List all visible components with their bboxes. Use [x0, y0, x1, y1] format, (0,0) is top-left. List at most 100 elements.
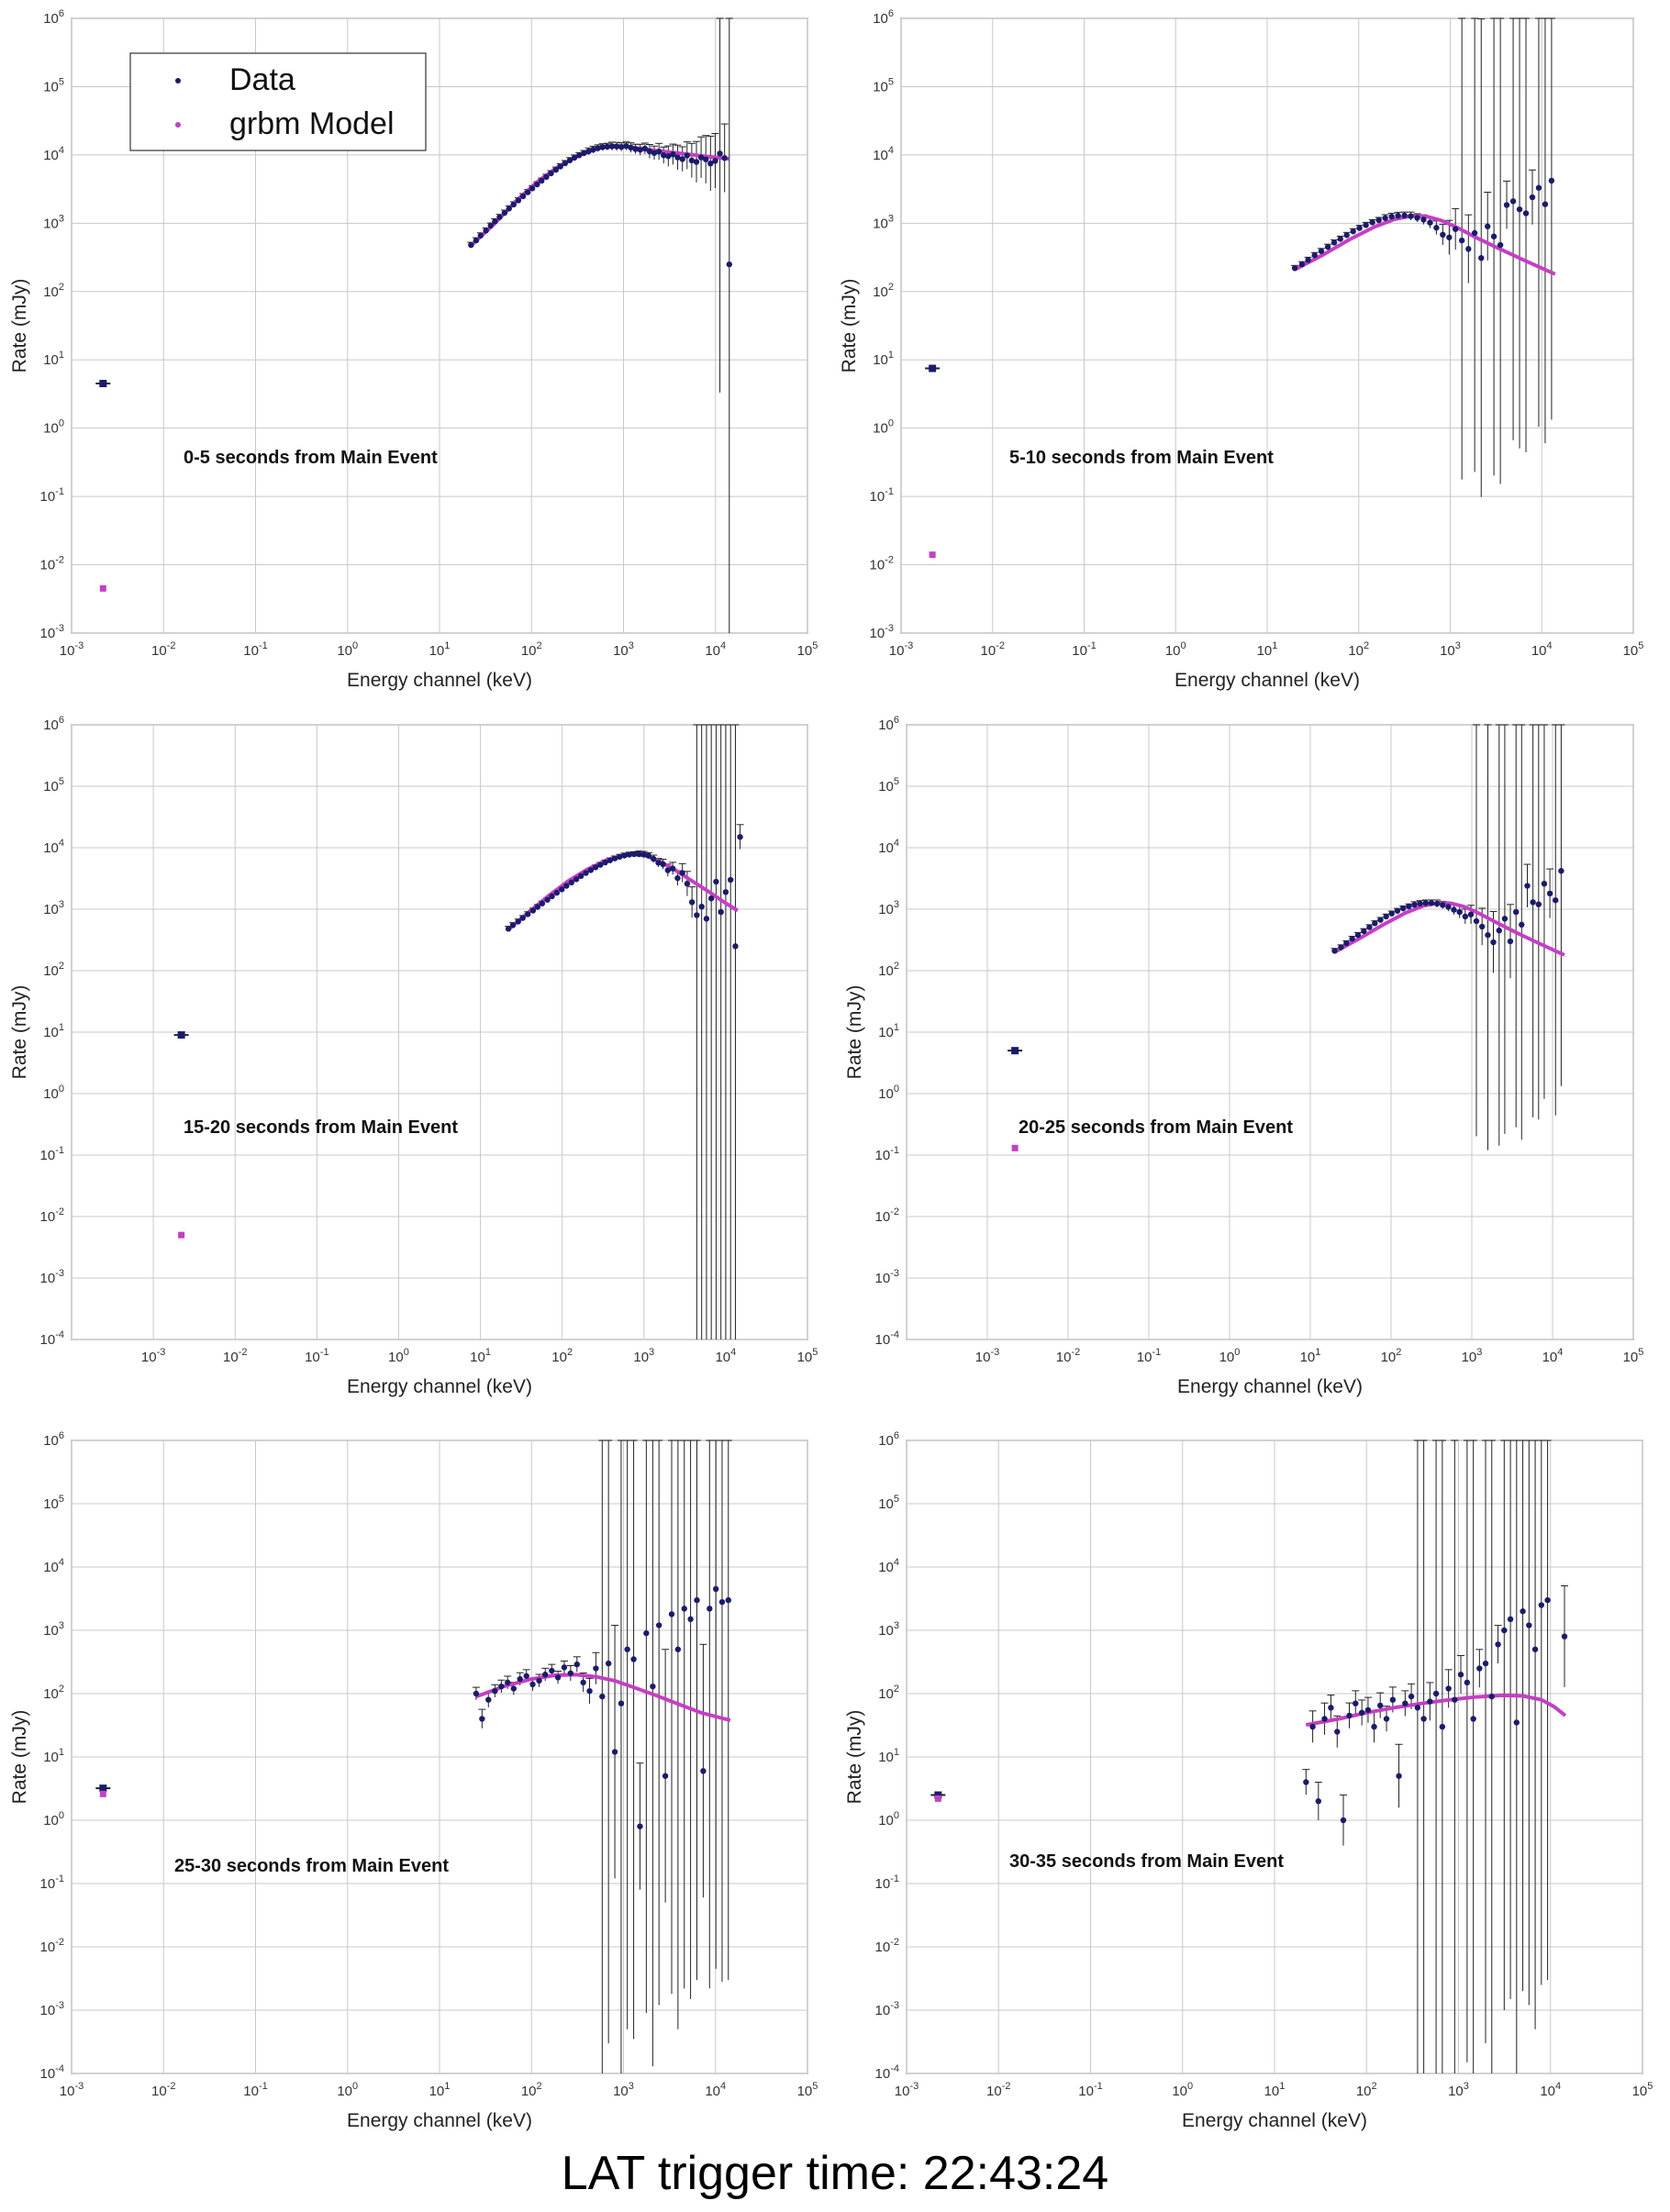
panel-title: 5-10 seconds from Main Event — [1009, 448, 1274, 468]
data-point — [519, 915, 526, 921]
panel-title: 30-35 seconds from Main Event — [1009, 1851, 1284, 1872]
y-axis-label: Rate (mJy) — [9, 279, 30, 373]
data-point — [1432, 1690, 1440, 1697]
data-point — [496, 214, 503, 220]
data-point — [718, 908, 724, 916]
isolated-data-point — [934, 1791, 942, 1799]
x-tick-label: 105 — [1623, 1347, 1644, 1365]
data-point — [571, 154, 578, 161]
data-point — [539, 177, 545, 184]
data-point — [1353, 1700, 1359, 1706]
data-point — [1467, 911, 1475, 917]
data-point — [694, 1596, 700, 1604]
data-point — [617, 853, 623, 861]
data-point — [1519, 921, 1525, 928]
data-point — [694, 912, 700, 918]
y-tick-label: 105 — [43, 1494, 64, 1512]
data-point — [1343, 232, 1350, 239]
y-tick-label: 104 — [43, 838, 64, 856]
data-point — [646, 148, 653, 155]
data-point — [700, 1768, 707, 1774]
data-point — [1470, 1716, 1476, 1722]
data-point — [661, 152, 667, 159]
y-axis-label: Rate (mJy) — [9, 985, 30, 1080]
data-point — [725, 1596, 731, 1604]
panel-0-5s: 10-3 10-2 10-1 100 101 102 103 104 105 10-3 10-2 10… — [9, 8, 818, 691]
legend-data-label: Data — [229, 62, 295, 97]
data-point — [1366, 924, 1373, 930]
data-point — [717, 150, 723, 157]
isolated-model-point — [178, 1231, 185, 1239]
x-tick-label: 100 — [337, 2081, 358, 2099]
x-tick-label: 10-3 — [60, 640, 84, 659]
y-tick-label: 10-1 — [875, 1145, 899, 1163]
y-tick-label: 10-1 — [40, 1873, 64, 1892]
data-point — [1303, 1779, 1309, 1785]
data-point — [487, 222, 494, 229]
data-point — [1458, 237, 1465, 244]
data-point — [492, 1687, 498, 1695]
data-point — [1490, 233, 1497, 239]
data-point — [1546, 890, 1553, 897]
x-tick-label: 102 — [1381, 1347, 1402, 1365]
data-point — [1516, 206, 1523, 213]
y-tick-label: 104 — [878, 838, 899, 856]
y-tick-label: 104 — [43, 145, 64, 163]
data-point — [529, 907, 537, 914]
data-point — [1548, 177, 1555, 184]
data-point — [1544, 1596, 1551, 1604]
data-point — [1417, 900, 1423, 907]
data-point — [703, 156, 709, 162]
data-point — [688, 157, 696, 164]
data-point — [607, 857, 614, 863]
model-line — [1294, 214, 1556, 276]
x-tick-label: 10-2 — [223, 1347, 247, 1365]
data-point — [1526, 1622, 1532, 1628]
data-point — [544, 896, 551, 903]
y-tick-label: 10-3 — [40, 1268, 64, 1286]
x-tick-label: 10-2 — [981, 640, 1005, 659]
data-point — [1396, 1773, 1402, 1779]
data-point — [662, 1773, 669, 1779]
y-tick-label: 102 — [878, 961, 899, 979]
data-point — [674, 154, 681, 161]
y-tick-label: 10-3 — [875, 1268, 899, 1286]
data-point — [640, 851, 647, 858]
data-point — [548, 170, 554, 177]
y-tick-label: 106 — [43, 8, 64, 27]
data-point — [1408, 213, 1414, 219]
y-tick-label: 10-2 — [40, 1937, 64, 1955]
data-point — [1553, 897, 1559, 904]
data-point — [737, 834, 743, 840]
x-tick-label: 10-3 — [141, 1347, 165, 1365]
isolated-data-point — [99, 380, 107, 388]
data-point — [630, 1656, 637, 1662]
x-tick-label: 101 — [1264, 2081, 1286, 2099]
data-point — [525, 911, 531, 917]
data-point — [1389, 1696, 1397, 1703]
y-tick-label: 102 — [43, 1684, 64, 1702]
data-point — [712, 1585, 719, 1593]
data-point — [707, 895, 715, 902]
data-point — [613, 143, 620, 150]
model-line — [1333, 901, 1565, 957]
data-point — [515, 918, 521, 925]
data-point — [1382, 215, 1388, 221]
data-point — [1363, 222, 1369, 228]
y-tick-label: 10-3 — [40, 2000, 64, 2018]
data-point — [519, 193, 527, 200]
data-point — [586, 1687, 593, 1695]
data-point — [645, 852, 652, 859]
data-point — [668, 1611, 675, 1617]
y-tick-label: 104 — [873, 145, 894, 163]
y-tick-label: 10-2 — [40, 555, 64, 573]
data-point — [611, 1749, 618, 1755]
y-axis-label: Rate (mJy) — [844, 1710, 865, 1805]
data-point — [1456, 908, 1463, 916]
panel-30-35s: 10-3 10-2 10-1 100 101 102 103 104 10510-410-310… — [844, 1430, 1653, 2131]
y-tick-label: 105 — [873, 76, 894, 94]
data-point — [501, 209, 508, 217]
data-point — [505, 1679, 511, 1686]
data-point — [679, 870, 685, 876]
data-point — [473, 237, 480, 244]
